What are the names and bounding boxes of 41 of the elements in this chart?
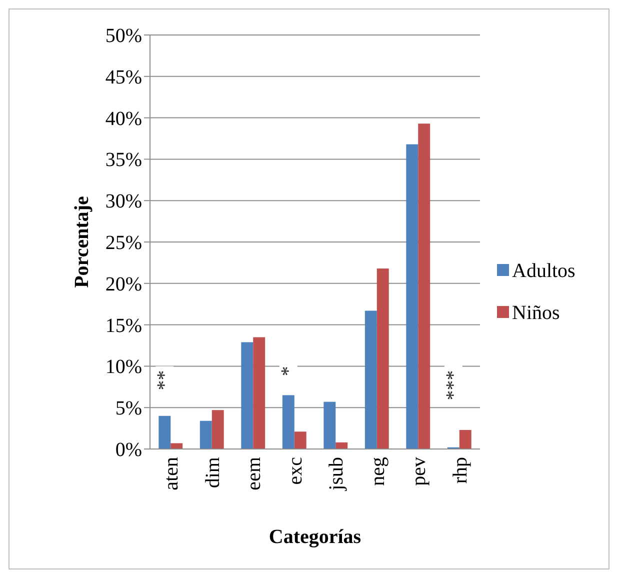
- bar: [170, 443, 183, 449]
- y-tick-label: 30%: [105, 190, 142, 213]
- bar: [376, 268, 389, 449]
- bar: [282, 395, 294, 449]
- x-tick-label: jsub: [326, 457, 348, 492]
- annotation: *: [277, 366, 300, 376]
- bar: [200, 420, 212, 449]
- y-tick-label: 0%: [115, 439, 142, 461]
- y-tick-label: 25%: [105, 232, 142, 254]
- bar: [418, 124, 430, 449]
- x-tick-label: exc: [284, 456, 306, 485]
- legend-label: Niños: [512, 302, 560, 324]
- bar: [212, 410, 224, 449]
- bar: [294, 432, 306, 449]
- bar: [158, 416, 171, 449]
- annotation: ***: [442, 370, 464, 400]
- x-tick-label: aten: [160, 457, 183, 490]
- y-tick-label: 10%: [105, 356, 142, 378]
- y-tick-label: 40%: [105, 108, 142, 130]
- x-tick-label: pev: [408, 457, 430, 486]
- x-tick-label: dim: [202, 456, 224, 488]
- bar: [406, 144, 418, 449]
- y-tick-label: 45%: [105, 66, 142, 88]
- x-axis-title: Categorías: [268, 526, 362, 548]
- y-tick-label: 20%: [105, 273, 142, 296]
- bar: [336, 442, 348, 449]
- legend-label: Adultos: [512, 260, 576, 282]
- y-tick-label: 35%: [105, 149, 142, 172]
- annotation: **: [154, 370, 176, 390]
- x-tick-label: rhp: [449, 457, 472, 484]
- x-tick-label: neg: [366, 457, 389, 486]
- y-tick-label: 15%: [105, 314, 142, 337]
- bar: [324, 402, 336, 449]
- y-tick-label: 5%: [115, 398, 142, 420]
- bar: [253, 337, 266, 449]
- bar: [364, 310, 377, 449]
- bar: [241, 342, 254, 449]
- y-tick-label: 50%: [105, 25, 142, 47]
- bar: [459, 430, 472, 449]
- x-tick-label: eem: [243, 456, 266, 490]
- y-axis-title: Porcentaje: [71, 196, 93, 288]
